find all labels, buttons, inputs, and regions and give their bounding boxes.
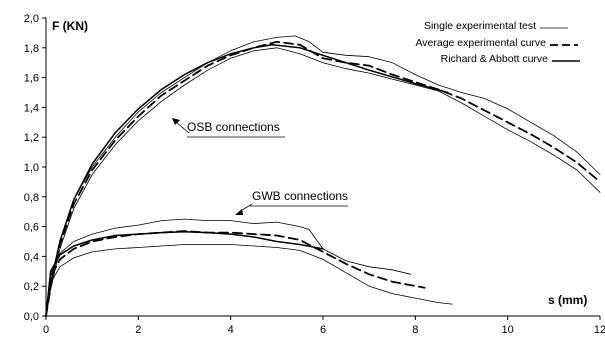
series-line-osb-dashed-2 — [45, 40, 601, 317]
x-ticks: 0 2 4 6 8 10 12 — [43, 316, 605, 336]
x-tick-label: 0 — [43, 324, 49, 336]
y-tick-label: 0,0 — [24, 311, 39, 323]
legend-label-single-test: Single experimental test — [424, 20, 536, 32]
y-tick-label: 2,0 — [24, 13, 39, 25]
series-line-gwb-dashed-6 — [45, 230, 426, 317]
x-tick-label: 6 — [320, 324, 326, 336]
annotation-gwb-arrowhead — [235, 209, 243, 215]
y-tick-label: 1,2 — [24, 132, 39, 144]
y-tick-label: 0,6 — [24, 222, 39, 234]
y-axis-label: F (KN) — [52, 19, 88, 33]
series-line-osb-thin-1 — [45, 47, 601, 317]
series-line-osb-solid-3 — [45, 44, 449, 317]
x-tick-label: 10 — [502, 324, 514, 336]
x-tick-label: 4 — [228, 324, 234, 336]
y-ticks: 0,0 0,2 0,4 0,6 0,8 1,0 1,2 1,4 1,6 1,8 2,0 — [24, 13, 46, 323]
series-line-gwb-thin-5 — [45, 244, 453, 317]
annotation-osb-arrow — [175, 121, 190, 134]
legend-label-richard-abbott: Richard & Abbott curve — [441, 53, 549, 65]
y-tick-label: 0,8 — [24, 192, 39, 204]
annotation-osb: OSB connections — [172, 118, 285, 138]
series-line-gwb-thin-4 — [45, 218, 412, 317]
x-tick-label: 8 — [412, 324, 418, 336]
x-axis-label: s (mm) — [548, 293, 587, 307]
annotation-gwb-label: GWB connections — [252, 189, 348, 203]
y-tick-label: 1,6 — [24, 73, 39, 85]
legend: Single experimental test Average experim… — [415, 20, 580, 65]
y-tick-label: 1,4 — [24, 102, 39, 114]
series-line-gwb-solid-7 — [45, 231, 324, 317]
x-tick-label: 12 — [594, 324, 605, 336]
y-tick-label: 1,0 — [24, 162, 39, 174]
y-tick-label: 0,2 — [24, 281, 39, 293]
series-lines — [45, 35, 601, 317]
legend-label-average: Average experimental curve — [415, 37, 546, 49]
annotation-osb-arrowhead — [172, 118, 180, 125]
annotation-gwb: GWB connections — [235, 189, 348, 215]
annotation-osb-label: OSB connections — [187, 120, 280, 134]
series-line-osb-thin-0 — [45, 35, 601, 317]
x-tick-label: 2 — [135, 324, 141, 336]
y-tick-label: 1,8 — [24, 43, 39, 55]
y-tick-label: 0,4 — [24, 251, 39, 263]
